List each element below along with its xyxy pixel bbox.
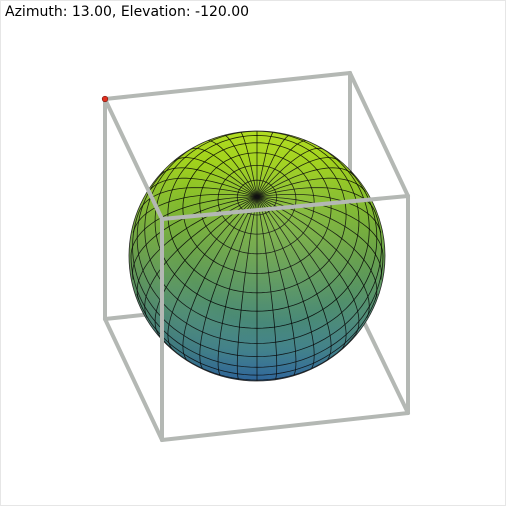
sphere-surface	[128, 130, 386, 382]
axis-origin-marker	[101, 95, 109, 103]
bounding-box-front	[103, 97, 410, 442]
view-angle-readout: Azimuth: 13.00, Elevation: -120.00	[5, 4, 250, 20]
